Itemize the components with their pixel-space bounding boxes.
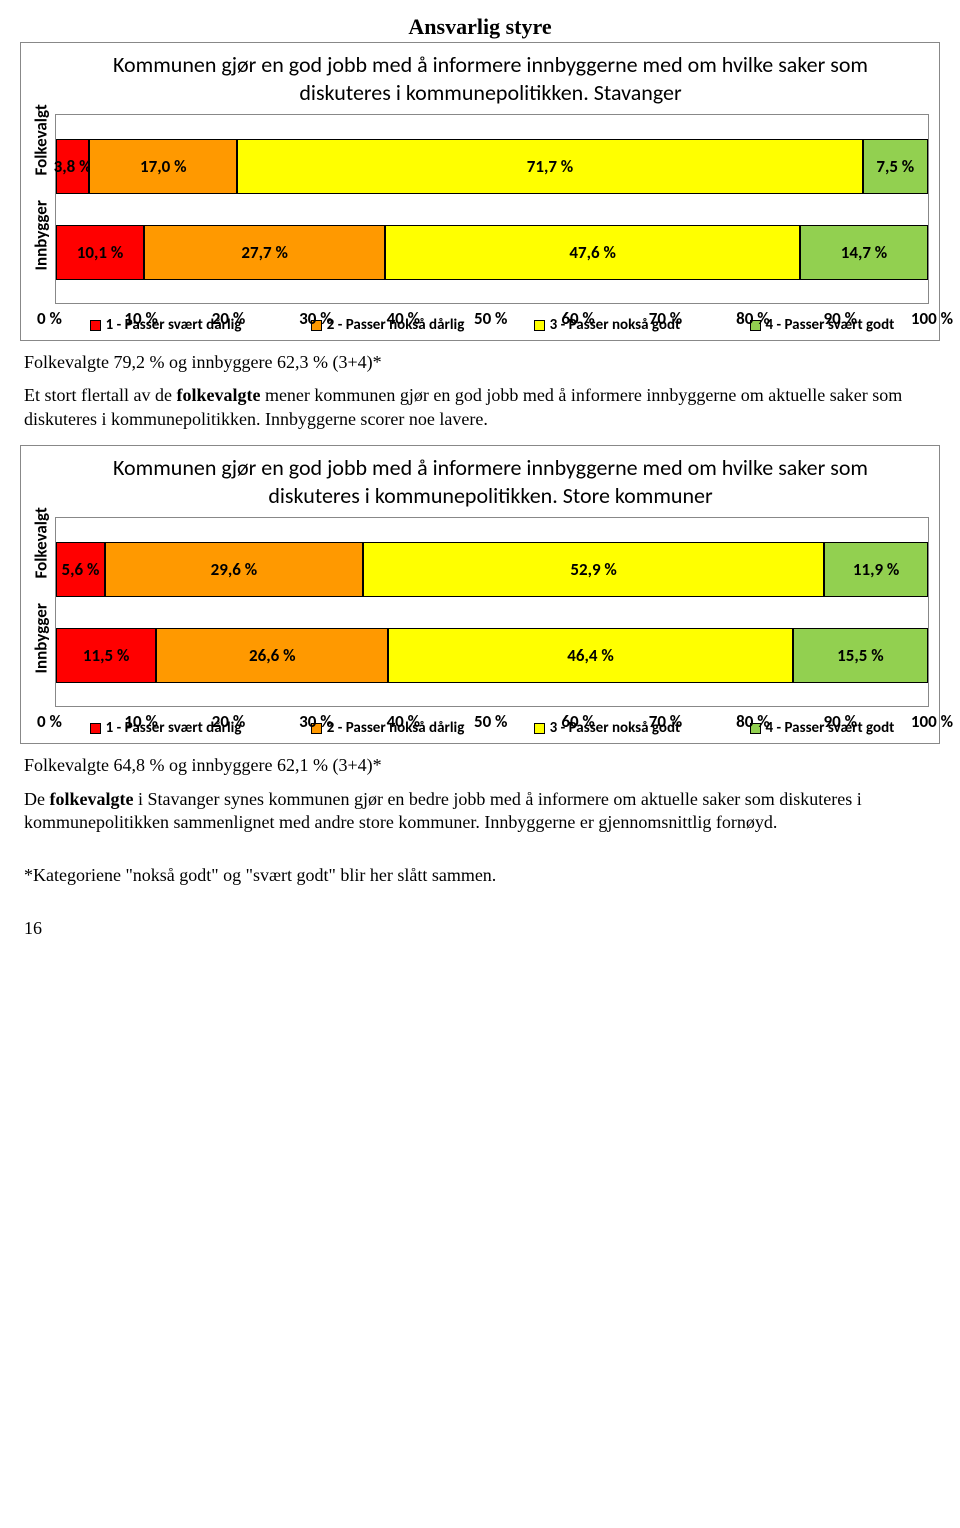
chart-2: Kommunen gjør en god jobb med å informer… xyxy=(20,445,940,744)
legend-swatch xyxy=(534,320,545,331)
bar-segment: 15,5 % xyxy=(793,628,928,683)
bar-row: 10,1 %27,7 %47,6 %14,7 % xyxy=(56,225,928,280)
bar-segment: 14,7 % xyxy=(800,225,928,280)
bar-segment: 7,5 % xyxy=(863,139,928,194)
bar-segment: 27,7 % xyxy=(144,225,385,280)
chart-2-yaxis: Folkevalgt Innbygger xyxy=(27,517,55,707)
ylabel-innbygger: Innbygger xyxy=(31,243,52,271)
ylabel-folkevalgt-2: Folkevalgt xyxy=(31,551,52,579)
legend-swatch xyxy=(90,320,101,331)
summary-2: Folkevalgte 64,8 % og innbyggere 62,1 % … xyxy=(24,754,936,777)
bar-segment: 26,6 % xyxy=(156,628,388,683)
legend-swatch xyxy=(90,723,101,734)
bar-segment: 17,0 % xyxy=(89,139,237,194)
bar-segment: 47,6 % xyxy=(385,225,800,280)
bar-row: 3,8 %17,0 %71,7 %7,5 % xyxy=(56,139,928,194)
legend-item: 4 - Passer svært godt xyxy=(750,316,895,334)
chart-1-yaxis: Folkevalgt Innbygger xyxy=(27,114,55,304)
bar-segment: 46,4 % xyxy=(388,628,793,683)
bar-segment: 10,1 % xyxy=(56,225,144,280)
chart-1-plot: Folkevalgt Innbygger 3,8 %17,0 %71,7 %7,… xyxy=(27,114,929,304)
paragraph-2: De folkevalgte i Stavanger synes kommune… xyxy=(24,788,936,835)
bar-segment: 52,9 % xyxy=(363,542,824,597)
bar-segment: 71,7 % xyxy=(237,139,862,194)
legend-swatch xyxy=(534,723,545,734)
page-number: 16 xyxy=(24,918,940,939)
legend-item: 4 - Passer svært godt xyxy=(750,719,895,737)
ylabel-innbygger-2: Innbygger xyxy=(31,646,52,674)
bar-segment: 29,6 % xyxy=(105,542,363,597)
summary-1: Folkevalgte 79,2 % og innbyggere 62,3 % … xyxy=(24,351,936,374)
chart-1-bars: 3,8 %17,0 %71,7 %7,5 % 10,1 %27,7 %47,6 %… xyxy=(55,114,929,304)
bar-segment: 11,5 % xyxy=(56,628,156,683)
ylabel-folkevalgt: Folkevalgt xyxy=(31,148,52,176)
chart-1: Kommunen gjør en god jobb med å informer… xyxy=(20,42,940,341)
bar-segment: 11,9 % xyxy=(824,542,928,597)
chart-2-plot: Folkevalgt Innbygger 5,6 %29,6 %52,9 %11… xyxy=(27,517,929,707)
section-title: Ansvarlig styre xyxy=(20,14,940,40)
footnote: *Kategoriene "nokså godt" og "svært godt… xyxy=(24,864,936,887)
paragraph-1: Et stort flertall av de folkevalgte mene… xyxy=(24,384,936,431)
bar-row: 11,5 %26,6 %46,4 %15,5 % xyxy=(56,628,928,683)
bar-segment: 3,8 % xyxy=(56,139,89,194)
chart-2-bars: 5,6 %29,6 %52,9 %11,9 % 11,5 %26,6 %46,4 … xyxy=(55,517,929,707)
bar-segment: 5,6 % xyxy=(56,542,105,597)
chart-1-title: Kommunen gjør en god jobb med å informer… xyxy=(67,51,914,106)
bar-row: 5,6 %29,6 %52,9 %11,9 % xyxy=(56,542,928,597)
chart-2-title: Kommunen gjør en god jobb med å informer… xyxy=(67,454,914,509)
